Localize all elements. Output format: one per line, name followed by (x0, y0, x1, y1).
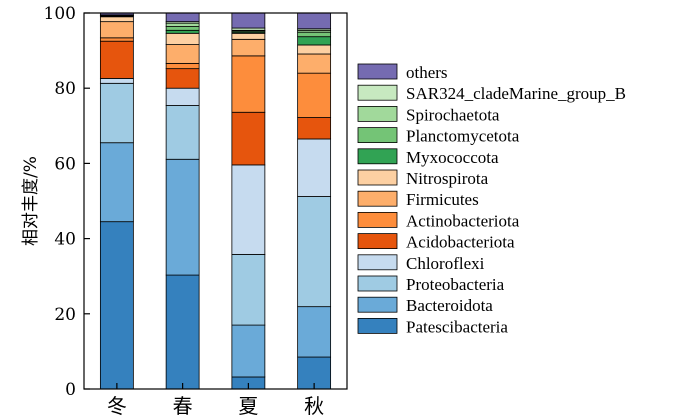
legend-label: Proteobacteria (406, 275, 505, 294)
legend-swatch (357, 169, 398, 186)
legend-label: Chloroflexi (406, 254, 485, 273)
legend-swatch (357, 106, 398, 122)
bar-segment (99, 40, 134, 79)
y-tick-label: 80 (54, 79, 76, 99)
bar-segment (297, 117, 332, 140)
x-category-label: 夏 (238, 394, 258, 418)
legend-label: Spirochaetota (406, 105, 500, 124)
legend-label: Myxococcota (406, 148, 499, 167)
plot-frame (83, 12, 348, 390)
bar-segment (231, 12, 266, 29)
bar-segment (99, 16, 134, 23)
bar-segment (165, 22, 200, 27)
y-tick-label: 0 (65, 380, 76, 400)
legend-swatch (357, 148, 398, 165)
bar-segment (99, 142, 134, 223)
legend-swatch (357, 190, 398, 207)
bar-segment (297, 12, 332, 30)
bars-layer (99, 12, 332, 390)
legend-swatch (357, 211, 398, 228)
bar-segment (165, 87, 200, 106)
y-tick-label: 20 (54, 305, 76, 325)
legend-swatch (357, 275, 398, 292)
y-tick-label: 40 (54, 230, 76, 250)
bar-segment (231, 55, 266, 113)
bar-segment (297, 31, 332, 38)
y-tick-label: 60 (54, 154, 76, 174)
bar-segment (297, 196, 332, 308)
bar-segment (99, 78, 134, 84)
bar-segment (99, 21, 134, 39)
bar-segment (165, 29, 200, 34)
bar-segment (165, 62, 200, 70)
legend-label: others (406, 63, 448, 82)
y-tick-label: 100 (44, 4, 76, 24)
y-axis-label: 相对丰度/% (21, 156, 41, 246)
bar-segment (165, 274, 200, 390)
bar-segment (231, 111, 266, 166)
x-category-label: 秋 (304, 394, 324, 418)
y-axis: 0 20 40 60 80 100 (44, 4, 90, 400)
bar-segment (231, 253, 266, 326)
bar-segment (99, 82, 134, 144)
bar-segment (231, 164, 266, 255)
legend-swatch (357, 84, 398, 101)
bar-segment (297, 44, 332, 55)
legend-label: Actinobacteriota (406, 211, 520, 230)
bar-segment (165, 68, 200, 89)
legend-swatch (357, 296, 398, 313)
bar-segment (165, 12, 200, 23)
legend-label: Nitrospirota (406, 169, 489, 188)
bar-segment (99, 221, 134, 390)
x-category-label: 冬 (107, 394, 127, 418)
bar-segment (231, 38, 266, 57)
legend-swatch (357, 317, 398, 334)
legend-label: Patescibacteria (406, 317, 508, 336)
legend-swatch (357, 233, 398, 250)
bar-segment (165, 105, 200, 160)
legend-label: Planctomycetota (406, 127, 520, 146)
legend-label: Bacteroidota (406, 296, 493, 315)
bar-segment (165, 26, 200, 31)
bar-segment (297, 138, 332, 197)
legend-label: Acidobacteriota (406, 233, 515, 252)
legend-label: Firmicutes (406, 190, 479, 209)
legend-swatch (357, 254, 398, 271)
bar-segment (99, 37, 134, 42)
bar-segment (297, 36, 332, 46)
legend-swatch (357, 127, 398, 143)
bar-segment (297, 306, 332, 358)
bar-segment (165, 158, 200, 276)
x-axis: 冬春夏秋 (107, 383, 324, 418)
bar-segment (231, 324, 266, 378)
bar-segment (231, 32, 266, 40)
legend-swatch (357, 63, 398, 80)
bar-segment (165, 32, 200, 45)
bar-segment (297, 53, 332, 74)
x-category-label: 春 (173, 394, 193, 418)
legend: others SAR324_cladeMarine_group_B Spirocha… (357, 63, 626, 336)
bar-segment (297, 72, 332, 118)
legend-label: SAR324_cladeMarine_group_B (406, 84, 626, 103)
bar-segment (165, 44, 200, 64)
